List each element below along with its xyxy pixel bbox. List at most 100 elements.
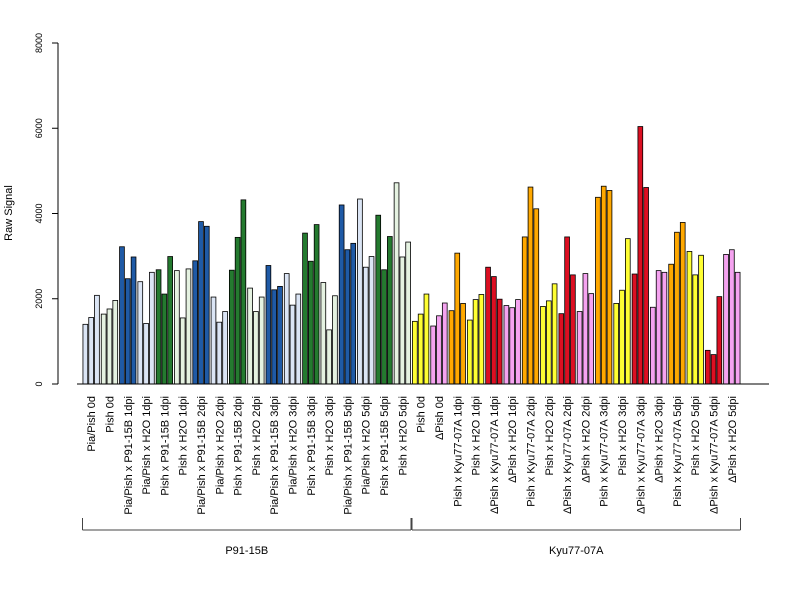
- bar: [723, 254, 729, 385]
- category-label: ΔPish x Kyu77-07A 3dpi: [635, 396, 647, 514]
- bar: [228, 269, 235, 385]
- bar: [509, 307, 515, 385]
- bar: [381, 269, 387, 385]
- bar: [167, 256, 173, 385]
- bar: [558, 313, 565, 385]
- y-axis-title: Raw Signal: [3, 185, 15, 241]
- bar: [436, 315, 442, 385]
- bar: [710, 354, 717, 385]
- bar: [130, 256, 137, 385]
- bar: [192, 260, 198, 385]
- bar: [137, 281, 144, 385]
- category-label: Pia/Pish x P91-15B 2dpi: [196, 396, 208, 515]
- category-label: Pish x Kyu77-07A 1dpi: [452, 396, 464, 507]
- bar: [674, 231, 680, 385]
- bar: [362, 266, 369, 385]
- bar: [344, 249, 351, 385]
- bar: [540, 306, 546, 385]
- bar: [613, 303, 620, 385]
- bar: [716, 296, 723, 385]
- y-tick-label: 4000: [34, 203, 44, 223]
- category-label: Pish x H2O 3dpi: [617, 396, 629, 475]
- category-label: ΔPish x H2O 3dpi: [654, 396, 666, 483]
- bar: [637, 126, 644, 385]
- bar: [124, 278, 131, 385]
- bar: [277, 285, 283, 385]
- bar: [240, 199, 247, 385]
- bar: [576, 311, 583, 385]
- category-label: Pish x P91-15B 5dpi: [379, 396, 391, 496]
- bar: [595, 196, 601, 385]
- bar: [393, 182, 400, 385]
- bar: [289, 304, 296, 385]
- bar: [313, 224, 320, 385]
- bar: [332, 295, 338, 385]
- bar: [472, 299, 479, 385]
- bar: [729, 249, 735, 385]
- bar: [265, 265, 272, 385]
- bar: [417, 313, 424, 385]
- y-tick-label: 6000: [34, 118, 44, 138]
- category-label: ΔPish x H2O 5dpi: [727, 396, 739, 483]
- bar: [692, 274, 699, 385]
- category-label: Pish x Kyu77-07A 5dpi: [672, 396, 684, 507]
- category-label: ΔPish x Kyu77-07A 1dpi: [489, 396, 501, 514]
- category-label: ΔPish x H2O 1dpi: [507, 396, 519, 483]
- category-label: Pia/Pish x H2O 2dpi: [214, 396, 226, 494]
- category-label: Pish x H2O 5dpi: [397, 396, 409, 475]
- bar: [521, 236, 528, 385]
- y-tick-label: 2000: [34, 289, 44, 309]
- category-label: Pish 0d: [416, 396, 428, 433]
- bar: [258, 296, 265, 385]
- bars: [82, 126, 741, 385]
- bar: [582, 273, 589, 385]
- bar: [643, 187, 649, 385]
- bar: [625, 238, 631, 385]
- bar: [545, 300, 552, 385]
- bar: [295, 293, 302, 385]
- category-label: Pish x Kyu77-07A 2dpi: [525, 396, 537, 507]
- bar: [88, 317, 94, 385]
- category-label: ΔPish x Kyu77-07A 2dpi: [562, 396, 574, 514]
- bar: [338, 204, 345, 385]
- bar: [478, 294, 485, 385]
- bar: [143, 323, 149, 385]
- category-labels: Pia/Pish 0d Pish 0d Pia/Pish x P91-15B 1dp…: [86, 396, 739, 515]
- bar: [423, 293, 430, 385]
- bar: [203, 225, 210, 385]
- y-tick-label: 8000: [34, 33, 44, 53]
- bar: [179, 317, 186, 385]
- bar: [100, 313, 107, 385]
- bar: [247, 287, 253, 385]
- bar: [155, 269, 162, 385]
- category-label: Pia/Pish 0d: [86, 396, 98, 452]
- category-label: Pia/Pish x H2O 3dpi: [288, 396, 300, 494]
- category-label: Pish x P91-15B 2dpi: [233, 396, 245, 496]
- bar: [533, 208, 540, 385]
- bar: [564, 236, 570, 385]
- category-label: Pish x P91-15B 3dpi: [306, 396, 318, 496]
- category-label: Pia/Pish x P91-15B 3dpi: [269, 396, 281, 515]
- bar: [527, 186, 534, 385]
- category-label: Pish x H2O 2dpi: [251, 396, 263, 475]
- bar: [198, 221, 204, 385]
- bar: [570, 274, 576, 385]
- bar: [161, 293, 168, 385]
- bar: [655, 270, 662, 385]
- bar: [686, 251, 693, 385]
- category-label: Pish x Kyu77-07A 3dpi: [599, 396, 611, 507]
- bar: [734, 271, 741, 385]
- category-label: Pia/Pish x H2O 1dpi: [141, 396, 153, 494]
- bar: [515, 299, 521, 385]
- bar: [588, 293, 594, 385]
- group-label: Kyu77-07A: [549, 545, 604, 557]
- bar: [222, 311, 228, 385]
- bar: [460, 303, 466, 385]
- category-label: Pia/Pish x H2O 5dpi: [361, 396, 373, 494]
- bar: [466, 319, 473, 385]
- bar: [430, 325, 436, 385]
- bar: [412, 320, 418, 385]
- category-label: Pish 0d: [104, 396, 116, 433]
- bar: [668, 263, 674, 385]
- category-label: Pia/Pish x P91-15B 5dpi: [342, 396, 354, 515]
